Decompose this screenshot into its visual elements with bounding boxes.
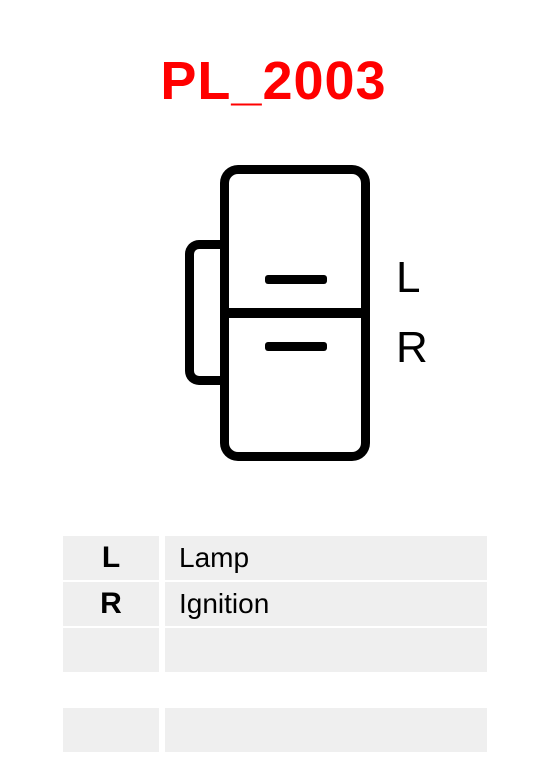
figure-title: PL_2003 [0,50,547,112]
legend-gap [63,674,487,708]
pin-label-r: R [396,323,428,373]
figure-container: PL_2003 L R L Lamp R Ignition [0,0,547,761]
legend-row: L Lamp [63,536,487,580]
legend-value [165,708,487,752]
legend-key: L [63,536,159,580]
connector-cell-top [220,165,370,313]
legend-key [63,708,159,752]
legend-key: R [63,582,159,626]
legend-value: Ignition [165,582,487,626]
legend-value: Lamp [165,536,487,580]
pin-label-l: L [396,253,420,303]
legend-row [63,628,487,672]
legend-row [63,708,487,752]
legend-table: L Lamp R Ignition [63,536,487,754]
connector-cell-bottom [220,313,370,461]
pin-slot-top [265,275,327,284]
pin-slot-bottom [265,342,327,351]
legend-value [165,628,487,672]
legend-key [63,628,159,672]
connector-diagram: L R [130,165,470,495]
legend-row: R Ignition [63,582,487,626]
